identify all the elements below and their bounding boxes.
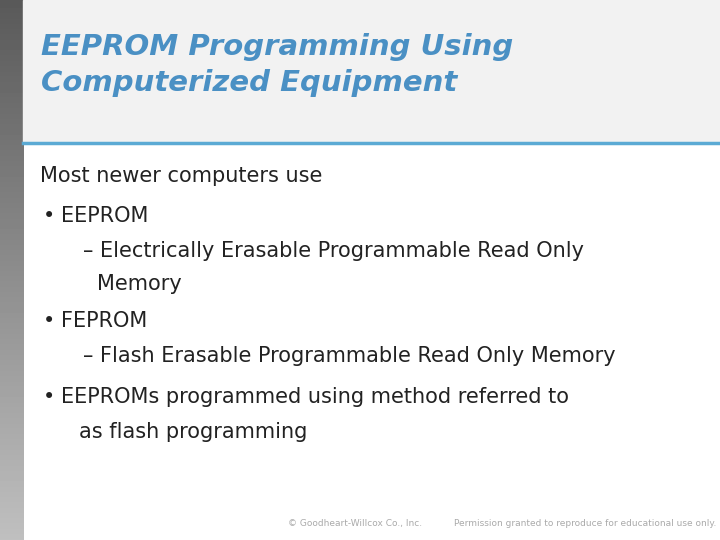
Text: •: • — [43, 206, 55, 226]
Text: – Electrically Erasable Programmable Read Only: – Electrically Erasable Programmable Rea… — [83, 241, 584, 261]
Text: © Goodheart-Willcox Co., Inc.: © Goodheart-Willcox Co., Inc. — [288, 519, 422, 528]
Text: EEPROM Programming Using
Computerized Equipment: EEPROM Programming Using Computerized Eq… — [41, 33, 513, 97]
Text: Most newer computers use: Most newer computers use — [40, 165, 322, 186]
Text: Memory: Memory — [97, 273, 182, 294]
Text: •: • — [43, 387, 55, 407]
Bar — [23, 0, 720, 143]
Text: •: • — [43, 311, 55, 332]
Text: FEPROM: FEPROM — [61, 311, 148, 332]
Text: Permission granted to reproduce for educational use only.: Permission granted to reproduce for educ… — [454, 519, 716, 528]
Text: – Flash Erasable Programmable Read Only Memory: – Flash Erasable Programmable Read Only … — [83, 346, 616, 367]
Text: EEPROM: EEPROM — [61, 206, 148, 226]
Text: EEPROMs programmed using method referred to: EEPROMs programmed using method referred… — [61, 387, 570, 407]
Text: as flash programming: as flash programming — [79, 422, 307, 442]
